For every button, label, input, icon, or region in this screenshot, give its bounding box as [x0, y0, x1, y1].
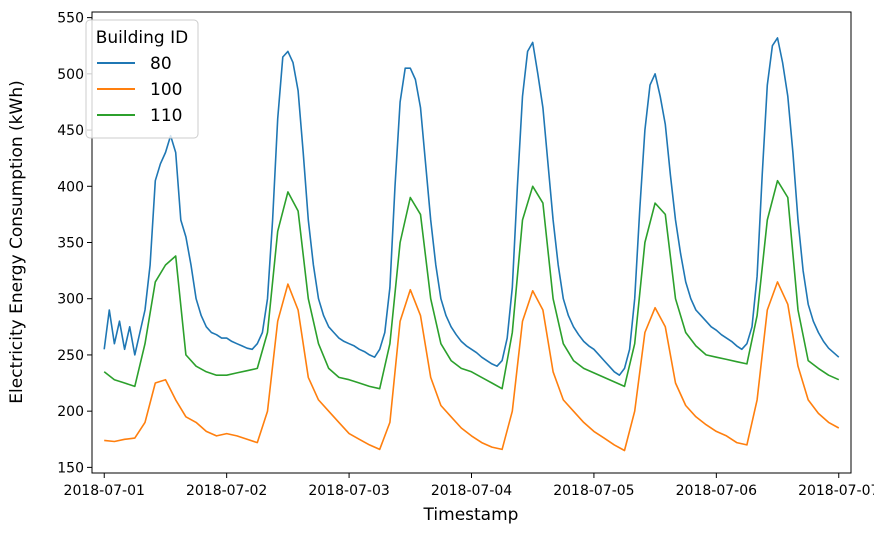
x-tick-label: 2018-07-07: [798, 483, 874, 499]
series-line-100: [104, 281, 840, 452]
x-tick-label: 2018-07-06: [676, 483, 757, 499]
series-line-110: [103, 179, 840, 390]
x-tick-label: 2018-07-01: [64, 483, 145, 499]
legend-title: Building ID: [96, 28, 188, 48]
legend-label-110: 110: [150, 106, 182, 126]
y-tick-label: 300: [57, 292, 84, 308]
y-tick-label: 250: [57, 348, 84, 364]
series-line-80: [103, 37, 840, 376]
y-tick-label: 500: [57, 67, 84, 83]
y-tick-label: 200: [57, 404, 84, 420]
x-tick-label: 2018-07-02: [186, 483, 267, 499]
x-axis-label: Timestamp: [423, 505, 519, 525]
y-axis: 150 200 250 300 350 400 450 500 550: [57, 11, 92, 476]
x-tick-label: 2018-07-05: [553, 483, 634, 499]
y-axis-label: Electricity Energy Consumption (kWh): [7, 80, 27, 403]
legend-box: [85, 19, 199, 139]
y-tick-label: 550: [57, 11, 84, 27]
legend-label-80: 80: [150, 54, 172, 74]
x-axis: 2018-07-01 2018-07-02 2018-07-03 2018-07-04…: [64, 473, 874, 499]
legend-label-100: 100: [150, 80, 182, 100]
y-tick-label: 400: [57, 179, 84, 195]
plot-frame: [91, 11, 852, 474]
x-tick-label: 2018-07-03: [308, 483, 389, 499]
y-tick-label: 450: [57, 123, 84, 139]
y-tick-label: 150: [57, 460, 84, 476]
legend: Building ID 80 100 110: [85, 19, 199, 139]
plot-lines: [103, 37, 840, 452]
x-tick-label: 2018-07-04: [431, 483, 512, 499]
y-tick-label: 350: [57, 236, 84, 252]
